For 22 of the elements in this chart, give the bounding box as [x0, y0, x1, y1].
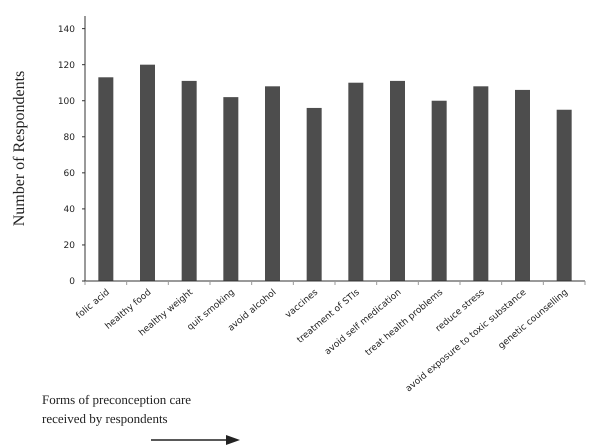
y-tick-label: 20: [64, 241, 76, 252]
y-tick-label: 120: [58, 60, 76, 71]
y-tick-label: 100: [58, 96, 76, 107]
bar: [556, 110, 572, 281]
y-axis-title: Number of Respondents: [11, 70, 28, 226]
y-tick-label: 80: [64, 132, 76, 143]
x-axis-title: Forms of preconception care received by respondents: [42, 392, 192, 426]
bar: [265, 86, 280, 281]
bar: [348, 82, 364, 281]
bar: [515, 90, 530, 281]
bar: [473, 86, 488, 281]
bar: [140, 64, 155, 281]
bar: [306, 108, 322, 281]
bar: [182, 80, 197, 281]
y-tick-label: 0: [69, 277, 76, 288]
y-tick-label: 60: [64, 168, 76, 179]
y-tick-label: 140: [58, 24, 76, 35]
bar: [390, 80, 405, 281]
bar: [223, 97, 238, 281]
bar: [432, 100, 447, 281]
y-tick-label: 40: [64, 205, 76, 216]
bar: [98, 77, 114, 281]
